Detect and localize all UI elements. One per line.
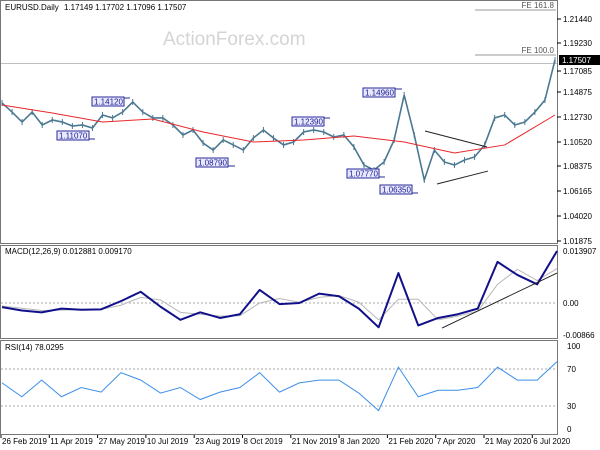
date-axis-label: 21 Feb 2020 (388, 437, 433, 446)
date-axis-label: 8 Jan 2020 (340, 437, 380, 446)
date-axis-label: 8 Oct 2019 (244, 437, 284, 446)
price-annotation: 1.08790 (195, 157, 235, 168)
fe-161-8-label: FE 161.8 (522, 1, 555, 10)
annotation-box (346, 168, 380, 179)
rsi-axis-label: 0 (567, 425, 572, 434)
triangle-upper-line (424, 130, 488, 148)
price-annotation: 1.14120 (91, 96, 130, 107)
macd-axis-label: 0.013907 (563, 247, 597, 256)
axis-layer: 1.21440 1.19230 1.17085 1.14875 1.12730 1.105… (0, 15, 600, 446)
price-layer: FE 161.8 FE 100.0 1.14120 1.11070 1.08790 1.1… (1, 1, 557, 195)
fe-100-label: FE 100.0 (522, 46, 555, 55)
date-axis-label: 27 May 2019 (99, 437, 146, 446)
ohlc-readout: 1.17149 1.17702 1.17096 1.17507 (64, 3, 187, 12)
price-annotation: 1.11070 (56, 130, 95, 141)
price-axis-label: 1.21440 (563, 15, 592, 24)
macd-trendline (441, 272, 558, 329)
annotation-box (56, 130, 90, 141)
annotation-label: 1.11070 (59, 132, 88, 141)
price-axis-label: 1.14875 (563, 88, 592, 97)
annotation-label: 1.14960 (365, 89, 394, 98)
macd-axis-label: 0.00 (563, 299, 579, 308)
price-annotation: 1.06350 (379, 184, 418, 195)
date-axis-label: 11 Apr 2019 (50, 437, 93, 446)
rsi-title: RSI(14) 78.0295 (5, 343, 64, 352)
annotation-label: 1.06350 (382, 186, 411, 195)
current-price-marker (559, 55, 600, 65)
price-axis-label: 1.10520 (563, 138, 592, 147)
current-price-label: 1.17507 (562, 56, 591, 65)
symbol-title: EURUSD.Daily (5, 3, 59, 12)
price-axis-label: 1.17085 (563, 67, 592, 76)
rsi-panel (0, 340, 558, 435)
price-axis-label: 1.06165 (563, 187, 592, 196)
date-axis-label: 6 Jul 2020 (533, 437, 570, 446)
price-axis-label: 1.01875 (563, 237, 592, 246)
triangle-lower-line (436, 170, 489, 185)
date-axis-label: 21 May 2020 (485, 437, 532, 446)
moving-average-line (1, 104, 556, 154)
price-panel (0, 0, 558, 244)
price-series (1, 59, 556, 183)
annotation-box (362, 87, 396, 98)
macd-title: MACD(12,26,9) 0.012881 0.009170 (5, 247, 132, 256)
macd-axis-label: -0.00866 (563, 331, 595, 340)
price-axis-label: 1.04020 (563, 212, 592, 221)
date-axis-label: 23 Aug 2019 (195, 437, 240, 446)
annotation-box (291, 116, 325, 127)
rsi-line (1, 361, 558, 412)
price-annotation: 1.12390 (291, 116, 330, 127)
date-axis-label: 26 Feb 2019 (2, 437, 47, 446)
annotation-label: 1.08790 (198, 159, 227, 168)
annotation-box (195, 157, 229, 168)
rsi-axis-label: 100 (567, 342, 581, 351)
rsi-axis-label: 70 (567, 365, 576, 374)
price-annotation: 1.14960 (362, 87, 402, 98)
date-axis-label: 10 Jul 2019 (147, 437, 189, 446)
annotation-label: 1.14120 (94, 98, 123, 107)
macd-line (1, 250, 558, 329)
watermark: ActionForex.com (163, 29, 306, 50)
date-axis-label: 7 Apr 2020 (437, 437, 476, 446)
rsi-axis-label: 30 (567, 402, 576, 411)
annotation-box (379, 184, 413, 195)
annotation-label: 1.07770 (349, 170, 378, 179)
macd-panel (0, 245, 558, 339)
annotation-box (91, 96, 125, 107)
price-axis-label: 1.19230 (563, 39, 592, 48)
price-annotation: 1.07770 (346, 168, 385, 179)
price-axis-label: 1.12730 (563, 113, 592, 122)
annotation-label: 1.12390 (294, 118, 323, 127)
price-axis-label: 1.08375 (563, 162, 592, 171)
rsi-layer (1, 361, 558, 412)
date-axis-label: 21 Nov 2019 (292, 437, 338, 446)
macd-layer (1, 250, 558, 329)
